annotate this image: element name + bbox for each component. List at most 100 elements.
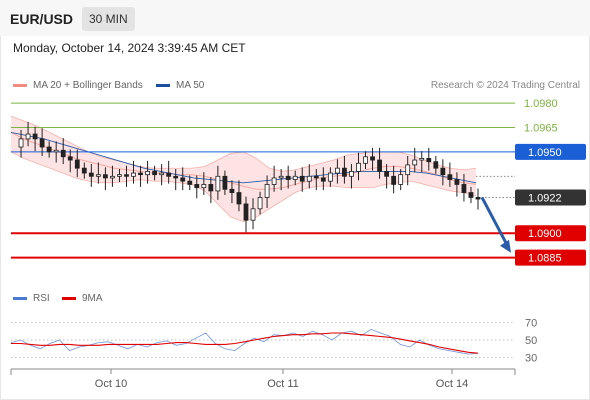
candle-body: [370, 156, 375, 161]
candle-body: [110, 175, 115, 179]
candle-body: [201, 184, 207, 189]
rsi-tick-50: 50: [525, 335, 537, 347]
legend-rsi: RSI: [13, 293, 50, 304]
candle-body: [433, 161, 439, 169]
candle-body: [306, 175, 312, 182]
candle-body: [32, 133, 38, 140]
candle-body: [271, 177, 277, 185]
candle-body: [88, 172, 94, 177]
bollinger-mid-line: [10, 131, 477, 190]
candle-body: [25, 133, 31, 140]
candle-body: [426, 158, 432, 163]
candle-body: [81, 167, 87, 174]
candle-body: [243, 203, 249, 221]
candle-body: [46, 146, 52, 153]
level-label-1.0950: 1.0950: [528, 147, 562, 159]
forecast-arrow-head: [500, 239, 511, 253]
candle-body: [60, 149, 66, 158]
candle-body: [349, 171, 354, 177]
credit-text: Research © 2024 Trading Central: [430, 80, 580, 91]
candle-body: [39, 138, 45, 148]
candle-body: [461, 184, 467, 193]
rsi-tick-30: 30: [525, 353, 537, 365]
candle-body: [95, 174, 101, 177]
rsi-series-9ma: [11, 332, 479, 354]
x-tick-label: Oct 11: [267, 378, 299, 390]
level-badge-1.0885: [515, 249, 586, 266]
candle-body: [229, 188, 235, 193]
candle-body: [454, 179, 460, 185]
x-tick-label: Oct 14: [436, 378, 468, 390]
candle-body: [250, 208, 256, 221]
ma50-swatch: [156, 84, 170, 87]
candle-body: [67, 156, 73, 161]
candle-body: [236, 192, 242, 205]
candle-body: [405, 164, 411, 176]
candle-body: [18, 138, 24, 148]
candle-body: [117, 174, 122, 177]
candle-body: [222, 175, 228, 190]
candle-body: [215, 175, 221, 192]
candle-body: [299, 175, 305, 182]
candle-body: [187, 180, 193, 185]
candle-body: [292, 175, 298, 180]
level-label-1.0900: 1.0900: [528, 228, 562, 240]
ma9-swatch: [62, 297, 76, 300]
bollinger-band-area: [11, 116, 476, 222]
candle-body: [53, 149, 59, 153]
level-label-1.0885: 1.0885: [528, 253, 562, 265]
candle-body: [320, 177, 326, 182]
legend-9ma-label: 9MA: [82, 293, 103, 304]
candle-body: [159, 172, 165, 176]
candle-body: [124, 174, 129, 177]
forecast-arrow-shaft: [480, 196, 510, 248]
symbol-title: EUR/USD: [10, 11, 74, 27]
x-tick-label: Oct 10: [95, 378, 127, 390]
level-label-1.0922: 1.0922: [528, 192, 562, 204]
candle-body: [166, 172, 172, 177]
timestamp: Monday, October 14, 2024 3:39:45 AM CET: [13, 41, 246, 55]
timeframe-badge[interactable]: 30 MIN: [82, 7, 135, 31]
candle-body: [138, 172, 143, 176]
level-label-1.0980: 1.0980: [524, 98, 558, 110]
candle-body: [356, 162, 361, 172]
candle-body: [327, 172, 333, 182]
candle-body: [334, 167, 340, 174]
candle-body: [313, 175, 319, 179]
candle-body: [391, 175, 397, 185]
level-badge-1.0950: [515, 143, 586, 160]
candle-body: [173, 175, 179, 179]
bollinger-swatch: [13, 84, 27, 87]
candle-body: [440, 167, 446, 176]
candle-body: [194, 184, 200, 189]
candle-body: [285, 175, 291, 180]
candle-body: [145, 171, 150, 176]
candle-body: [152, 171, 158, 176]
candle-body: [468, 192, 474, 198]
candle-body: [131, 172, 136, 177]
candle-body: [447, 174, 453, 180]
candle-body: [475, 197, 481, 200]
candle-body: [377, 159, 382, 172]
candle-body: [257, 197, 263, 210]
candle-body: [384, 171, 390, 177]
legend-9ma: 9MA: [62, 293, 103, 304]
candle-body: [412, 159, 418, 166]
candle-body: [102, 174, 108, 179]
candle-body: [363, 156, 368, 164]
candle-body: [398, 174, 404, 185]
header-bar: EUR/USD 30 MIN: [0, 0, 590, 36]
candle-body: [342, 167, 347, 177]
legend-bollinger-label: MA 20 + Bollinger Bands: [33, 80, 143, 91]
legend-bollinger: MA 20 + Bollinger Bands: [13, 80, 143, 91]
level-badge-1.0900: [515, 225, 586, 242]
candle-body: [278, 175, 284, 179]
legend-ma50: MA 50: [156, 80, 204, 91]
level-badge-1.0922: [515, 189, 586, 206]
level-label-1.0965: 1.0965: [524, 123, 558, 135]
rsi-swatch: [13, 297, 27, 300]
candle-body: [74, 159, 80, 169]
legend-rsi-label: RSI: [33, 293, 50, 304]
candle-body: [264, 184, 270, 198]
